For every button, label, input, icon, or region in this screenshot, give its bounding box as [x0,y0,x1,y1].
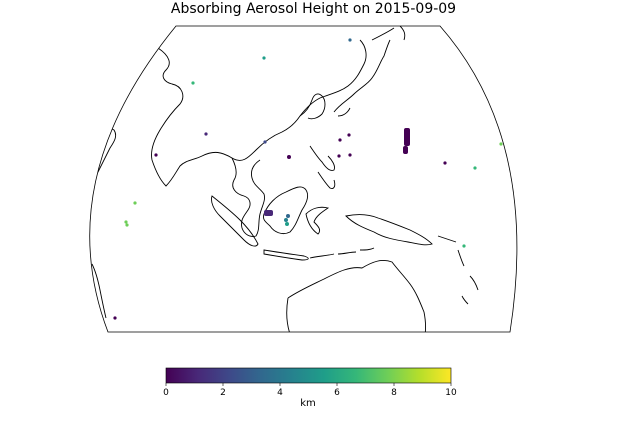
colorbar-tick-label: 8 [391,388,397,398]
coastline-philippines [309,145,336,189]
marker-point [284,218,288,222]
colorbar-tick-label: 4 [277,388,283,398]
marker-point [204,132,208,136]
marker-point [263,140,267,144]
marker-point [191,81,195,85]
page-title: Absorbing Aerosol Height on 2015-09-09 [170,1,457,17]
coastline-indochina [231,157,265,237]
marker-point [499,142,503,146]
marker-point [286,214,290,218]
marker-point [338,138,342,142]
colorbar-gradient [165,367,452,384]
coastline-west-edge [91,263,107,319]
marker-point [125,223,129,227]
coastline-borneo [263,186,309,235]
marker-point [113,316,117,320]
marker-point [337,154,341,158]
marker-point [348,153,352,157]
colorbar-tick-label: 0 [163,388,169,398]
marker-point [462,244,466,248]
marker-point [89,151,92,155]
colorbar-label: km [300,398,316,409]
coastline-east-asia [109,39,367,187]
coastline-northeast [371,26,406,41]
colorbar-tick-label: 6 [334,388,340,398]
coastline-sumatra [211,195,259,247]
marker-point [348,38,352,42]
marker-cluster [264,210,273,216]
marker-cluster [403,146,408,154]
colorbar-tick-label: 10 [445,388,457,398]
colorbar: 0 2 4 6 8 10 km [163,367,457,409]
colorbar-ticks: 0 2 4 6 8 10 [163,383,457,398]
marker-cluster [404,128,410,146]
coastline-lesser-sundas [309,247,375,259]
coastline-new-guinea [345,214,433,246]
marker-cluster [112,75,122,89]
marker-point [133,201,137,205]
marker-point [76,220,79,223]
marker-point [287,155,291,159]
marker-cluster [524,150,530,186]
marker-point [76,238,79,241]
marker-point [82,174,85,177]
marker-point [262,56,266,60]
marker-point [285,222,289,226]
colorbar-tick-label: 2 [220,388,226,398]
coastline-australia [286,259,426,332]
marker-point [124,220,128,224]
coastline-pacific-islands [437,235,479,305]
marker-point [473,166,477,170]
coastline-java [263,249,309,261]
aerosol-markers [76,38,530,320]
map-boundary [89,25,518,333]
marker-point [154,153,158,157]
coastline-korea [299,93,326,120]
marker-cluster [520,128,524,142]
marker-point [443,161,447,165]
coastline-sulawesi [305,206,330,235]
marker-point [347,133,351,137]
coastline-japan [333,39,391,117]
